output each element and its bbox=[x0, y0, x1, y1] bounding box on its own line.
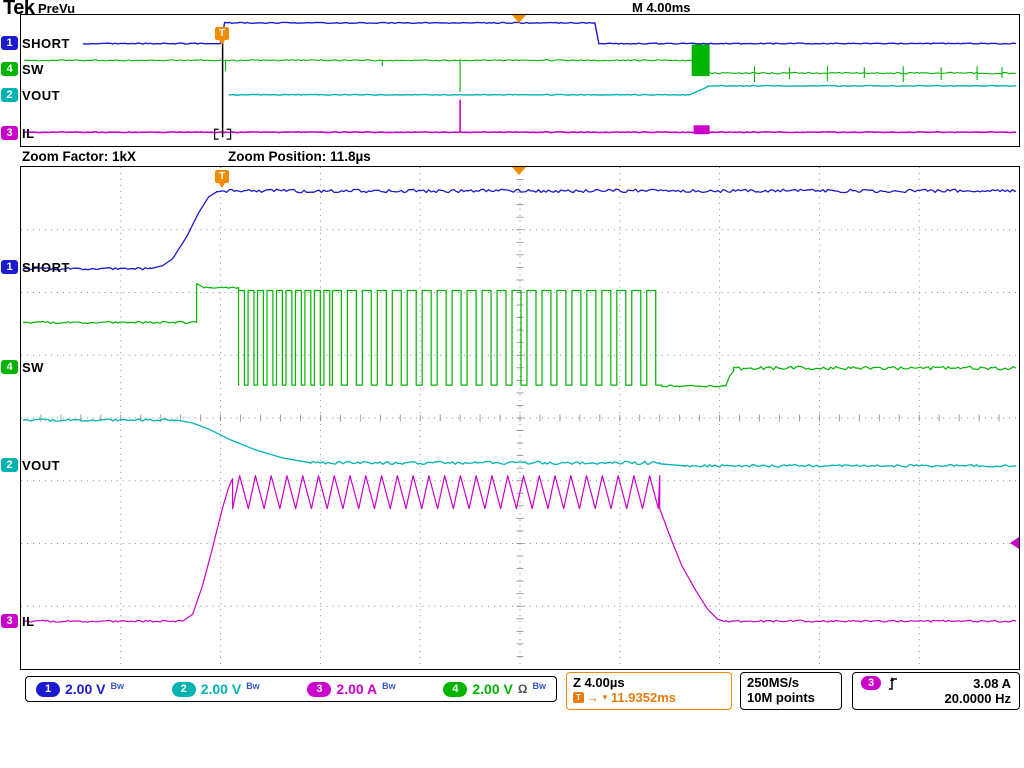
trigger-level-readout: 3.08 A bbox=[973, 675, 1011, 691]
channel-1-badge-zoom[interactable]: 1 bbox=[1, 260, 18, 274]
channel-1-badge-overview: 1 bbox=[1, 36, 18, 50]
channel-readouts-box[interactable]: 1 2.00 V Bw 2 2.00 V Bw 3 2.00 A Bw 4 2.… bbox=[25, 676, 557, 702]
overview-label-sw: SW bbox=[22, 62, 44, 77]
record-length-readout: 10M points bbox=[747, 690, 815, 705]
ch4-impedance-icon: Ω bbox=[517, 682, 528, 696]
zoom-label-short: SHORT bbox=[22, 260, 70, 275]
rising-edge-icon bbox=[889, 677, 897, 690]
main-timebase-readout: M 4.00ms bbox=[632, 0, 691, 15]
channel-3-badge-overview: 3 bbox=[1, 126, 18, 140]
zoom-delay-readout: T → ▼ 11.9352ms bbox=[573, 690, 725, 705]
ch4-scale: 2.00 V bbox=[472, 681, 513, 697]
trace-short-zoom bbox=[22, 188, 1017, 271]
ch2-badge: 2 bbox=[171, 681, 196, 697]
zoom-trigger-marker-icon[interactable]: T bbox=[215, 170, 229, 188]
overview-waveform-svg bbox=[23, 21, 1017, 140]
channel-3-badge-zoom[interactable]: 3 bbox=[1, 614, 18, 628]
trigger-position-icon[interactable] bbox=[512, 15, 526, 23]
trace-vout-overview bbox=[228, 84, 1017, 96]
zoom-scale-readout: Z 4.00µs bbox=[573, 675, 625, 690]
overview-label-short: SHORT bbox=[22, 36, 70, 51]
ch1-bandwidth-icon: Bw bbox=[110, 681, 124, 691]
ch3-badge: 3 bbox=[307, 681, 332, 697]
ch1-readout[interactable]: 1 2.00 V Bw bbox=[36, 681, 124, 697]
overview-window bbox=[20, 14, 1020, 147]
ch4-readout[interactable]: 4 2.00 V Ω Bw bbox=[443, 681, 546, 697]
ch3-level-marker-icon[interactable] bbox=[1010, 537, 1019, 549]
trace-sw-zoom bbox=[22, 282, 1017, 388]
channel-2-badge-zoom[interactable]: 2 bbox=[1, 458, 18, 472]
zoom-delay-value: 11.9352ms bbox=[610, 690, 676, 705]
ch4-badge: 4 bbox=[443, 681, 468, 697]
ch3-scale: 2.00 A bbox=[336, 681, 378, 697]
trigger-mini-icon: T bbox=[573, 692, 584, 703]
trigger-source-badge: 3 bbox=[861, 676, 881, 690]
ch3-readout[interactable]: 3 2.00 A Bw bbox=[307, 681, 396, 697]
zoom-label-il: IL bbox=[22, 614, 35, 629]
ch2-readout[interactable]: 2 2.00 V Bw bbox=[171, 681, 260, 697]
trigger-box[interactable]: 3 3.08 A 20.0000 Hz bbox=[852, 672, 1020, 710]
trace-short-overview bbox=[82, 21, 1017, 45]
overview-label-vout: VOUT bbox=[22, 88, 61, 103]
trace-il-zoom bbox=[22, 475, 1017, 623]
zoom-factor-readout: Zoom Factor: 1kX bbox=[22, 149, 137, 164]
sample-rate-readout: 250MS/s bbox=[747, 675, 800, 690]
zoom-label-sw: SW bbox=[22, 360, 44, 375]
channel-4-badge-zoom[interactable]: 4 bbox=[1, 360, 18, 374]
ch4-bandwidth-icon: Bw bbox=[532, 681, 546, 691]
zoom-waveform-svg bbox=[21, 167, 1019, 669]
channel-4-badge-overview: 4 bbox=[1, 62, 18, 76]
acquisition-status: PreVu bbox=[38, 1, 76, 16]
ch1-badge: 1 bbox=[36, 681, 60, 697]
zoom-window bbox=[20, 166, 1020, 670]
trace-vout-zoom bbox=[22, 418, 1017, 468]
overview-label-il: IL bbox=[22, 126, 35, 141]
ch3-bandwidth-icon: Bw bbox=[382, 681, 396, 691]
trace-sw-overview bbox=[23, 59, 1017, 92]
zoom-delay-arrow: → bbox=[586, 690, 599, 705]
overview-zoom-marker-icon[interactable]: T bbox=[215, 27, 229, 45]
trigger-frequency-readout: 20.0000 Hz bbox=[944, 691, 1012, 706]
ch2-scale: 2.00 V bbox=[200, 681, 242, 697]
zoom-timebase-box[interactable]: Z 4.00µs T → ▼ 11.9352ms bbox=[566, 672, 732, 710]
ch1-scale: 2.00 V bbox=[65, 681, 106, 697]
zoom-delay-triangle-icon: ▼ bbox=[601, 693, 609, 702]
zoom-label-vout: VOUT bbox=[22, 458, 61, 473]
channel-2-badge-overview: 2 bbox=[1, 88, 18, 102]
acquisition-box[interactable]: 250MS/s 10M points bbox=[740, 672, 842, 710]
zoom-position-readout: Zoom Position: 11.8µs bbox=[228, 149, 371, 164]
ch2-bandwidth-icon: Bw bbox=[246, 681, 260, 691]
trace-il-overview bbox=[23, 99, 1017, 134]
zoom-center-icon bbox=[512, 167, 526, 175]
